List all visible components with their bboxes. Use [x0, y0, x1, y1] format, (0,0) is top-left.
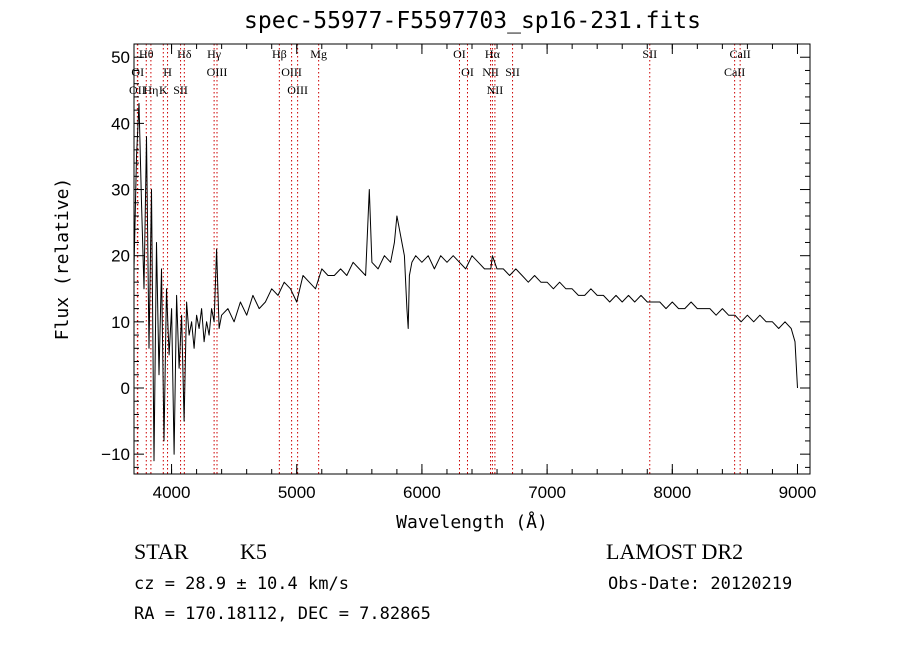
line-marker-label-9: OIII — [207, 65, 228, 79]
line-marker-label-5: K — [159, 83, 168, 97]
coordinates: RA = 170.18112, DEC = 7.82865 — [134, 604, 431, 624]
x-tick-label-4: 8000 — [653, 483, 691, 502]
line-marker-label-2: OII — [129, 83, 146, 97]
redshift-velocity: cz = 28.9 ± 10.4 km/s — [134, 574, 349, 594]
line-marker-label-7: SII — [173, 83, 188, 97]
y-tick-label-2: 10 — [111, 313, 130, 332]
line-marker-label-20: SII — [642, 47, 657, 61]
line-marker-label-21: CaII — [729, 47, 750, 61]
line-marker-label-18: NII — [487, 83, 504, 97]
line-marker-label-6: Hδ — [177, 47, 192, 61]
line-marker-label-3: Hη — [143, 83, 158, 97]
y-tick-label-1: 0 — [121, 379, 130, 398]
survey-name: LAMOST DR2 — [606, 539, 744, 564]
y-tick-label-3: 20 — [111, 247, 130, 266]
x-tick-label-3: 7000 — [528, 483, 566, 502]
line-marker-label-19: SII — [505, 65, 520, 79]
x-tick-label-1: 5000 — [278, 483, 316, 502]
line-marker-label-0: Hθ — [139, 47, 154, 61]
plot-frame — [133, 43, 811, 475]
object-subclass: K5 — [240, 539, 267, 564]
line-marker-label-13: Mg — [310, 47, 327, 61]
line-marker-label-1: OI — [131, 65, 144, 79]
line-marker-label-12: OIII — [287, 83, 308, 97]
line-marker-label-17: NII — [482, 65, 499, 79]
observation-date: Obs-Date: 20120219 — [608, 574, 793, 594]
y-tick-label-4: 30 — [111, 181, 130, 200]
x-tick-label-0: 4000 — [153, 483, 191, 502]
line-marker-label-8: Hγ — [207, 47, 222, 61]
y-tick-label-0: −10 — [101, 445, 130, 464]
axis-ticks: 4000 5000 6000 7000 8000 9000 −10 0 10 20 30 40 50 — [101, 44, 816, 502]
y-tick-label-5: 40 — [111, 114, 130, 133]
line-marker-label-15: OI — [461, 65, 474, 79]
x-tick-label-2: 6000 — [403, 483, 441, 502]
y-axis-label: Flux (relative) — [52, 178, 73, 341]
x-axis-label: Wavelength (Å) — [396, 511, 548, 533]
line-marker-label-22: CaII — [724, 65, 745, 79]
flux-series — [133, 103, 798, 462]
y-tick-label-6: 50 — [111, 48, 130, 67]
flux-line-0 — [133, 103, 798, 462]
line-marker-label-14: OI — [453, 47, 466, 61]
chart-title: spec-55977-F5597703_sp16-231.fits — [244, 8, 701, 34]
x-tick-label-5: 9000 — [779, 483, 817, 502]
line-marker-label-4: H — [163, 65, 172, 79]
line-marker-label-11: OIII — [281, 65, 302, 79]
object-class: STAR — [134, 539, 189, 564]
line-marker-label-16: Hα — [485, 47, 501, 61]
line-marker-label-10: Hβ — [272, 47, 287, 61]
